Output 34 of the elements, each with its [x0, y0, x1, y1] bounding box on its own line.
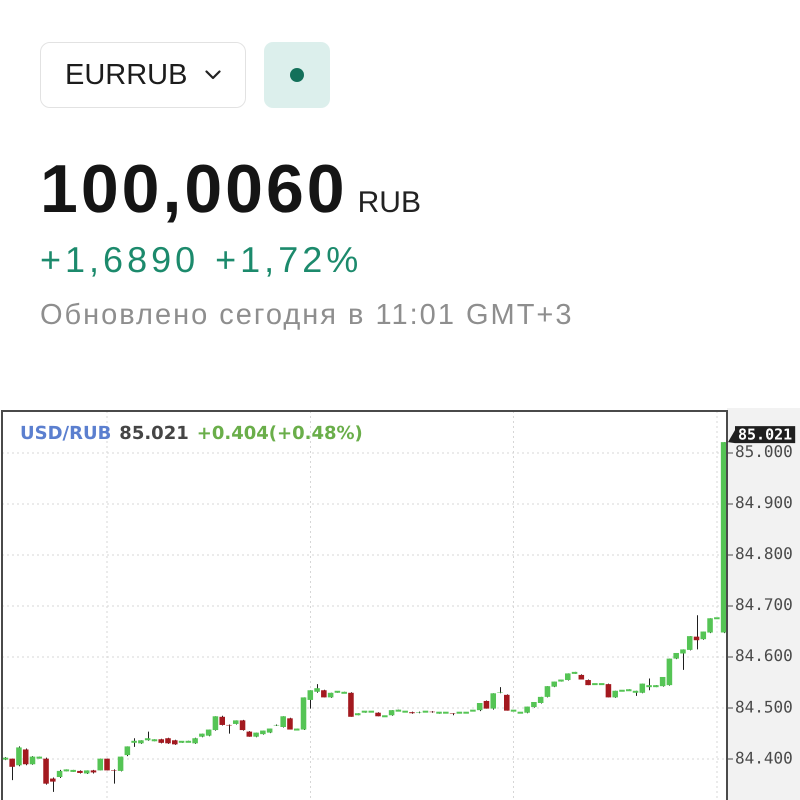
candlestick: [504, 694, 510, 712]
text: Обновлено сегодня в 11:01 GMT+3: [40, 299, 574, 331]
candlestick: [450, 712, 456, 716]
candlestick: [497, 686, 503, 694]
text: RUB: [358, 186, 421, 219]
text: +1,6890: [40, 239, 200, 280]
annotation: 85.021: [119, 423, 189, 444]
text: 100,0060: [40, 151, 348, 227]
candlestick: [97, 758, 104, 771]
text: USD/RUB: [20, 423, 112, 444]
candlestick: [348, 692, 354, 718]
y-tick-label: 84.700: [735, 595, 793, 614]
candlestick: [111, 768, 117, 784]
y-tick-label: 84.800: [735, 544, 793, 564]
y-tick-label: 84.400: [735, 748, 793, 768]
candlestick: [240, 719, 246, 732]
candlestick: [118, 756, 124, 772]
y-tick-label: 84.600: [735, 646, 793, 666]
candlestick: [9, 758, 15, 781]
text: 85.021: [738, 426, 792, 444]
candlestick: [226, 724, 232, 734]
dropdown: EURRUB: [40, 42, 246, 108]
candlestick: [104, 758, 110, 771]
candlestick: [219, 715, 225, 726]
candlestick: [694, 614, 700, 650]
y-tick-label: 84.900: [735, 493, 793, 512]
y-tick-label: 84.500: [735, 697, 793, 716]
y-tick-label: 85.000: [735, 442, 793, 462]
candlestick: [490, 692, 496, 710]
text: +1,72%: [215, 239, 362, 280]
annotation: +0.404(+0.48%): [196, 423, 363, 444]
candlestick: [16, 746, 22, 767]
candlestick: [606, 683, 612, 698]
candlestick: [22, 748, 28, 766]
